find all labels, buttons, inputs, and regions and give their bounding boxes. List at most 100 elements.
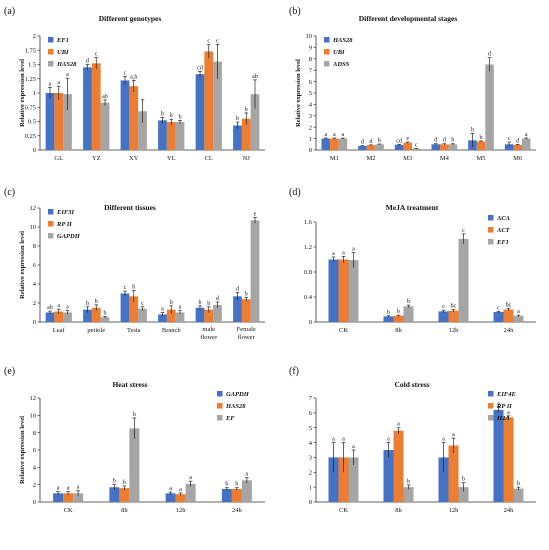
significance-label: e bbox=[254, 212, 257, 218]
bar bbox=[403, 142, 412, 150]
y-tick-label: 8 bbox=[33, 430, 36, 437]
x-tick-label: Branch bbox=[162, 327, 182, 334]
bar bbox=[138, 111, 147, 150]
panel-label: (b) bbox=[289, 6, 301, 17]
significance-label: ab bbox=[102, 94, 108, 100]
x-tick-label: 24h bbox=[504, 507, 515, 514]
y-axis-label: Relative expression level bbox=[295, 59, 302, 127]
significance-label: a bbox=[497, 401, 500, 407]
y-tick-label: 2 bbox=[309, 469, 312, 476]
x-tick-label: 24h bbox=[504, 327, 515, 334]
panel-title: Different genotypes bbox=[99, 14, 162, 23]
significance-label: a bbox=[169, 486, 172, 492]
bar bbox=[411, 148, 421, 150]
significance-label: a bbox=[332, 437, 335, 443]
x-tick-label: M6 bbox=[513, 155, 523, 162]
bar bbox=[100, 102, 110, 150]
panel-title: Different tissues bbox=[104, 203, 156, 212]
bar bbox=[138, 308, 147, 322]
significance-label: c bbox=[124, 285, 127, 291]
significance-label: a bbox=[507, 410, 510, 416]
legend-label: HAS28 bbox=[225, 403, 246, 410]
panel-label: (e) bbox=[4, 366, 15, 377]
significance-label: b bbox=[133, 412, 136, 418]
bar bbox=[440, 144, 449, 150]
significance-label: a bbox=[57, 486, 60, 492]
bar bbox=[493, 312, 504, 322]
y-tick-label: 2 bbox=[33, 482, 36, 489]
significance-label: a bbox=[342, 250, 345, 256]
bar bbox=[109, 487, 120, 502]
bar bbox=[321, 138, 331, 150]
significance-label: b bbox=[113, 479, 116, 485]
significance-label: d bbox=[516, 138, 519, 144]
bar bbox=[166, 309, 176, 322]
bar bbox=[83, 67, 92, 150]
y-axis-label: Relative expression level bbox=[19, 231, 26, 299]
significance-label: ab bbox=[252, 74, 258, 80]
significance-label: a bbox=[67, 486, 70, 492]
significance-label: b bbox=[407, 299, 410, 305]
significance-label: a bbox=[333, 132, 336, 138]
bar bbox=[233, 296, 242, 322]
legend-swatch bbox=[48, 209, 54, 215]
x-tick-label: CK bbox=[339, 507, 348, 514]
significance-label: a bbox=[332, 251, 335, 257]
y-tick-label: 4 bbox=[309, 102, 313, 109]
significance-label: a bbox=[57, 80, 60, 86]
panel-5: (e) Heat stress 0 2 4 6 8 10 12 Relative expressi… bbox=[4, 366, 265, 514]
bar bbox=[195, 74, 205, 150]
significance-label: c bbox=[462, 228, 465, 234]
y-tick-label: 10 bbox=[30, 224, 37, 231]
bar bbox=[338, 259, 349, 322]
y-tick-label: 8 bbox=[309, 56, 312, 63]
y-tick-label: 0 bbox=[309, 319, 312, 326]
significance-label: b bbox=[235, 482, 238, 488]
legend-label: GAPDH bbox=[57, 233, 81, 240]
x-tick-label: Leaf bbox=[53, 327, 66, 334]
legend-swatch bbox=[324, 49, 330, 55]
significance-label: a bbox=[387, 437, 390, 443]
significance-label: c bbox=[415, 142, 418, 148]
panel-label: (a) bbox=[4, 6, 15, 17]
bar bbox=[503, 309, 514, 322]
y-tick-label: 1 bbox=[309, 484, 312, 491]
y-axis-label: Relative expression level bbox=[19, 416, 26, 484]
y-tick-label: 0 bbox=[33, 499, 36, 506]
significance-label: a bbox=[66, 72, 69, 78]
bar bbox=[393, 430, 404, 502]
panel-1: (a) Different genotypes 0 0.25 0.5 0.75 1 1.25 1… bbox=[4, 6, 265, 162]
x-tick-label: M5 bbox=[476, 155, 485, 162]
x-tick-label: male flower bbox=[200, 326, 218, 341]
bar bbox=[119, 488, 130, 502]
bar bbox=[158, 120, 167, 150]
significance-label: a bbox=[179, 305, 182, 311]
legend-swatch bbox=[488, 415, 494, 421]
y-tick-label: 1 bbox=[309, 136, 312, 143]
x-tick-label: M3 bbox=[403, 155, 412, 162]
significance-label: b bbox=[161, 112, 164, 118]
bar bbox=[100, 317, 110, 322]
y-tick-label: 0 bbox=[309, 499, 312, 506]
y-tick-label: 1.5 bbox=[28, 62, 36, 69]
significance-label: b bbox=[397, 309, 400, 315]
significance-label: d bbox=[443, 138, 446, 144]
y-tick-label: 5 bbox=[309, 90, 312, 97]
y-tick-label: 0.25 bbox=[25, 133, 36, 140]
bar bbox=[366, 145, 376, 150]
y-tick-label: 0 bbox=[33, 319, 36, 326]
panel-label: (f) bbox=[289, 366, 299, 377]
significance-label: a bbox=[189, 475, 192, 481]
significance-label: d bbox=[361, 140, 364, 146]
significance-label: b bbox=[104, 310, 107, 316]
bar bbox=[241, 118, 251, 150]
bar bbox=[521, 138, 531, 150]
significance-label: e bbox=[406, 136, 409, 142]
legend-label: EF bbox=[225, 415, 235, 422]
y-axis-label: Relative expression level bbox=[19, 59, 26, 127]
y-tick-label: 6 bbox=[33, 262, 37, 269]
y-tick-label: 12 bbox=[30, 395, 37, 402]
y-tick-label: 1.2 bbox=[304, 244, 312, 251]
significance-label: b bbox=[199, 300, 202, 306]
x-tick-label: 8h bbox=[395, 327, 402, 334]
